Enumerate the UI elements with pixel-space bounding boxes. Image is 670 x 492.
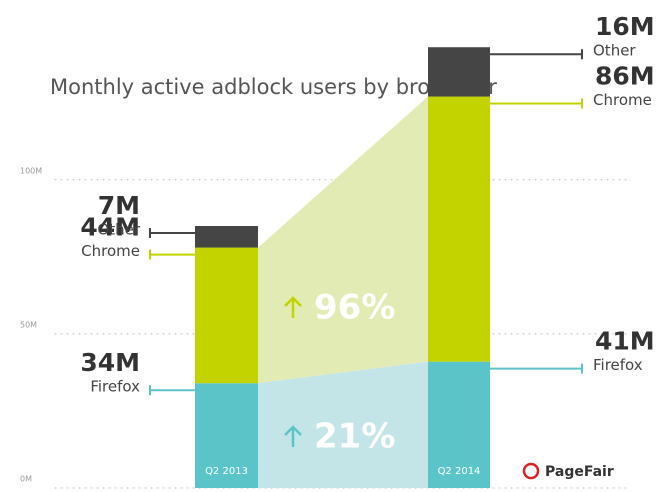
logo-text: PageFair	[545, 464, 614, 480]
bar-segment	[195, 383, 258, 488]
growth-label: 96%	[314, 288, 395, 328]
arrow-96	[284, 296, 302, 318]
x-tick-label: Q2 2014	[438, 466, 481, 477]
y-tick-label: 50M	[20, 320, 37, 329]
growth-label: 21%	[314, 417, 395, 457]
value-label: 7M	[98, 191, 140, 220]
series-label: Other	[593, 42, 636, 60]
y-tick-label: 100M	[20, 166, 42, 175]
arrow-21	[284, 425, 302, 447]
growth-band	[258, 361, 428, 488]
value-label: 34M	[80, 348, 140, 377]
bar-segment	[428, 47, 490, 97]
value-label: 41M	[595, 327, 655, 356]
series-label: Firefox	[90, 378, 140, 396]
value-label: 44M	[80, 213, 140, 242]
value-label: 16M	[595, 12, 655, 41]
bar-segment	[428, 96, 490, 362]
value-label: 86M	[595, 62, 655, 91]
chart-title: Monthly active adblock users by browswer	[50, 75, 497, 99]
bar-segment	[195, 247, 258, 384]
series-label: Other	[97, 221, 140, 239]
bar-segment	[428, 361, 490, 488]
x-tick-label: Q2 2013	[205, 466, 248, 477]
series-label: Chrome	[81, 242, 140, 260]
logo: PageFair	[522, 462, 614, 480]
series-label: Firefox	[593, 356, 643, 374]
y-tick-label: 0M	[20, 475, 32, 484]
series-label: Chrome	[593, 91, 652, 109]
growth-band	[258, 96, 428, 384]
bar-segment	[195, 226, 258, 248]
